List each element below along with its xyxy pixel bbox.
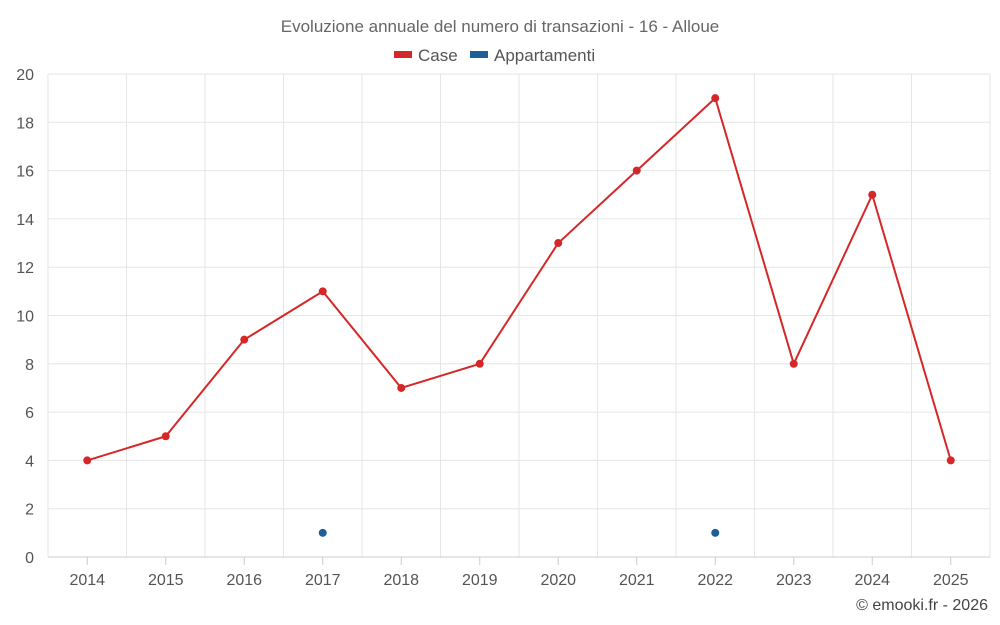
data-point[interactable] <box>868 190 877 199</box>
y-tick-label: 18 <box>16 115 34 132</box>
x-tick-label: 2016 <box>226 572 262 589</box>
axes: 0 2 4 6 8 10 12 14 16 18 20 2014 2015 2016 2017 2018 201… <box>16 67 990 589</box>
data-point[interactable] <box>240 335 249 344</box>
legend-item-case[interactable]: Case <box>394 46 458 65</box>
x-tick-label: 2019 <box>462 572 498 589</box>
y-tick-label: 12 <box>16 260 34 277</box>
x-tick-label: 2023 <box>776 572 812 589</box>
y-tick-label: 10 <box>16 309 34 326</box>
y-tick-label: 6 <box>25 405 34 422</box>
series-case <box>83 94 955 465</box>
x-tick-label: 2024 <box>854 572 890 589</box>
y-tick-label: 4 <box>25 453 34 470</box>
data-point[interactable] <box>318 528 327 537</box>
y-tick-label: 20 <box>16 67 34 84</box>
series-appartamenti <box>318 528 720 537</box>
series-layer <box>83 94 955 537</box>
data-point[interactable] <box>318 287 327 296</box>
x-tick-label: 2025 <box>933 572 969 589</box>
y-tick-label: 16 <box>16 164 34 181</box>
legend-swatch <box>394 51 412 58</box>
data-point[interactable] <box>946 456 955 465</box>
x-tick-label: 2018 <box>383 572 419 589</box>
x-tick-label: 2022 <box>697 572 733 589</box>
series-line <box>86 97 952 462</box>
data-point[interactable] <box>83 456 92 465</box>
data-point[interactable] <box>789 359 798 368</box>
data-point[interactable] <box>711 94 720 103</box>
legend-label: Appartamenti <box>494 46 595 65</box>
x-tick-label: 2020 <box>540 572 576 589</box>
legend-label: Case <box>418 46 458 65</box>
y-tick-label: 14 <box>16 212 34 229</box>
legend-item-appartamenti[interactable]: Appartamenti <box>470 46 595 65</box>
x-tick-label: 2021 <box>619 572 655 589</box>
data-point[interactable] <box>632 166 641 175</box>
y-tick-label: 0 <box>25 550 34 567</box>
x-tick-label: 2015 <box>148 572 184 589</box>
data-point[interactable] <box>161 432 170 441</box>
data-point[interactable] <box>397 383 406 392</box>
x-tick-label: 2017 <box>305 572 341 589</box>
legend: Case Appartamenti <box>394 46 595 65</box>
credit-text: © emooki.fr - 2026 <box>856 597 988 614</box>
data-point[interactable] <box>554 239 563 248</box>
y-tick-label: 2 <box>25 502 34 519</box>
chart-title: Evoluzione annuale del numero di transaz… <box>281 17 720 36</box>
grid <box>47 73 991 558</box>
x-tick-label: 2014 <box>69 572 105 589</box>
y-tick-label: 8 <box>25 357 34 374</box>
data-point[interactable] <box>475 359 484 368</box>
legend-swatch <box>470 51 488 58</box>
data-point[interactable] <box>711 528 720 537</box>
